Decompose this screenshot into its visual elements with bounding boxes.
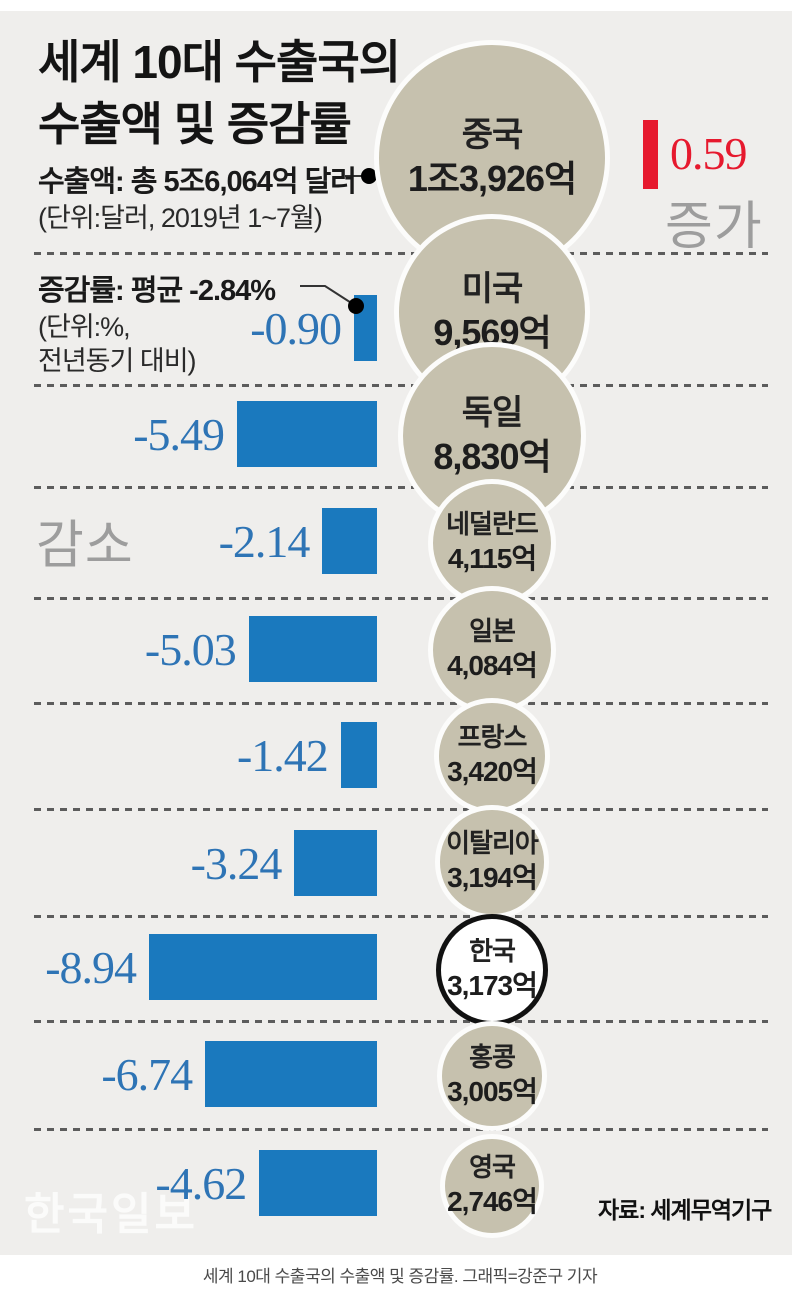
increase-note: 증가 xyxy=(665,198,763,256)
legend-export-unit: (단위:달러, 2019년 1~7월) xyxy=(38,203,323,233)
row-separator xyxy=(34,1020,768,1023)
row-separator xyxy=(34,1128,768,1131)
country-export-value: 8,830억 xyxy=(433,435,551,477)
legend-change-value: 평균 -2.84% xyxy=(130,275,276,307)
country-export-value: 3,420억 xyxy=(447,756,538,788)
legend-change: 증감률: 평균 -2.84% (단위:%, 전년동기 대비) xyxy=(38,267,276,377)
change-bar xyxy=(643,120,659,189)
change-value: -8.94 xyxy=(45,942,137,993)
change-bar xyxy=(205,1041,377,1107)
legend-change-unit-line1: (단위:%, xyxy=(38,312,131,342)
country-export-value: 1조3,926억 xyxy=(407,157,577,199)
row-separator xyxy=(34,384,768,387)
change-bar xyxy=(248,616,377,682)
country-name: 영국 xyxy=(469,1152,516,1183)
chart-title-line2: 수출액 및 증감률 xyxy=(38,98,352,150)
change-bar xyxy=(149,934,377,1000)
change-value: -2.14 xyxy=(218,516,311,567)
change-bar xyxy=(237,401,377,467)
change-value: 0.59 xyxy=(670,128,747,179)
row-separator xyxy=(34,597,768,600)
infographic-canvas: 세계 10대 수출국의 수출액 및 증감률 수출액: 총 5조6,064억 달러… xyxy=(0,11,792,1255)
legend-export-value: 총 5조6,064억 달러 xyxy=(130,166,357,198)
image-caption: 세계 10대 수출국의 수출액 및 증감률. 그래픽=강준구 기자 xyxy=(202,1267,598,1286)
country-export-value: 2,746억 xyxy=(447,1186,538,1218)
row-separator xyxy=(34,702,768,705)
legend-export-main: 수출액: 총 5조6,064억 달러 xyxy=(38,158,357,200)
country-name: 미국 xyxy=(461,269,524,308)
country-name: 독일 xyxy=(461,393,524,432)
country-circle: 독일 8,830억 xyxy=(398,342,586,530)
publisher-watermark: 한국일보 xyxy=(24,1190,198,1239)
country-circle: 일본 4,084억 xyxy=(428,586,556,714)
change-value: -0.90 xyxy=(250,303,342,354)
country-export-value: 3,005억 xyxy=(447,1076,538,1108)
change-bar xyxy=(354,295,377,361)
source-note: 자료: 세계무역기구 xyxy=(598,1197,772,1223)
country-circle: 영국 2,746억 xyxy=(439,1133,545,1239)
country-name: 중국 xyxy=(461,115,524,154)
row-separator xyxy=(34,486,768,489)
row-separator xyxy=(34,915,768,918)
country-export-value: 3,194억 xyxy=(447,862,538,894)
change-value: -5.03 xyxy=(144,624,237,675)
row-separator xyxy=(34,808,768,811)
change-value: -3.24 xyxy=(190,838,283,889)
country-name: 네덜란드 xyxy=(446,509,539,540)
country-name: 일본 xyxy=(469,616,516,647)
row-separator xyxy=(34,252,768,255)
change-bar xyxy=(294,830,377,896)
legend-change-unit-line2: 전년동기 대비) xyxy=(38,346,197,376)
legend-export: 수출액: 총 5조6,064억 달러 (단위:달러, 2019년 1~7월) xyxy=(38,158,357,234)
country-name: 한국 xyxy=(469,936,516,967)
country-export-value: 4,084억 xyxy=(447,650,538,682)
legend-export-label: 수출액: xyxy=(38,166,125,198)
change-value: -4.62 xyxy=(155,1158,247,1209)
country-name: 홍콩 xyxy=(469,1042,516,1073)
country-name: 프랑스 xyxy=(457,722,528,753)
country-circle: 홍콩 3,005억 xyxy=(437,1021,547,1131)
decrease-note: 감소 xyxy=(36,517,134,575)
country-export-value: 3,173억 xyxy=(447,970,538,1002)
country-name: 이탈리아 xyxy=(446,828,539,859)
change-value: -6.74 xyxy=(101,1049,193,1100)
change-bar xyxy=(340,722,377,788)
change-value: -1.42 xyxy=(236,730,329,781)
legend-change-label: 증감률: xyxy=(38,275,125,307)
country-export-value: 4,115억 xyxy=(447,543,537,575)
chart-title-line1: 세계 10대 수출국의 xyxy=(38,36,401,88)
change-bar xyxy=(322,508,377,574)
country-circle: 한국 3,173억 xyxy=(435,913,549,1027)
change-value: -5.49 xyxy=(133,409,225,460)
country-circle: 프랑스 3,420억 xyxy=(433,697,551,815)
change-bar xyxy=(259,1150,377,1216)
chart-title: 세계 10대 수출국의 수출액 및 증감률 xyxy=(38,31,401,155)
legend-change-main: 증감률: 평균 -2.84% xyxy=(38,267,276,309)
country-circle: 네덜란드 4,115억 xyxy=(427,478,557,608)
country-circle: 이탈리아 3,194억 xyxy=(435,805,549,919)
